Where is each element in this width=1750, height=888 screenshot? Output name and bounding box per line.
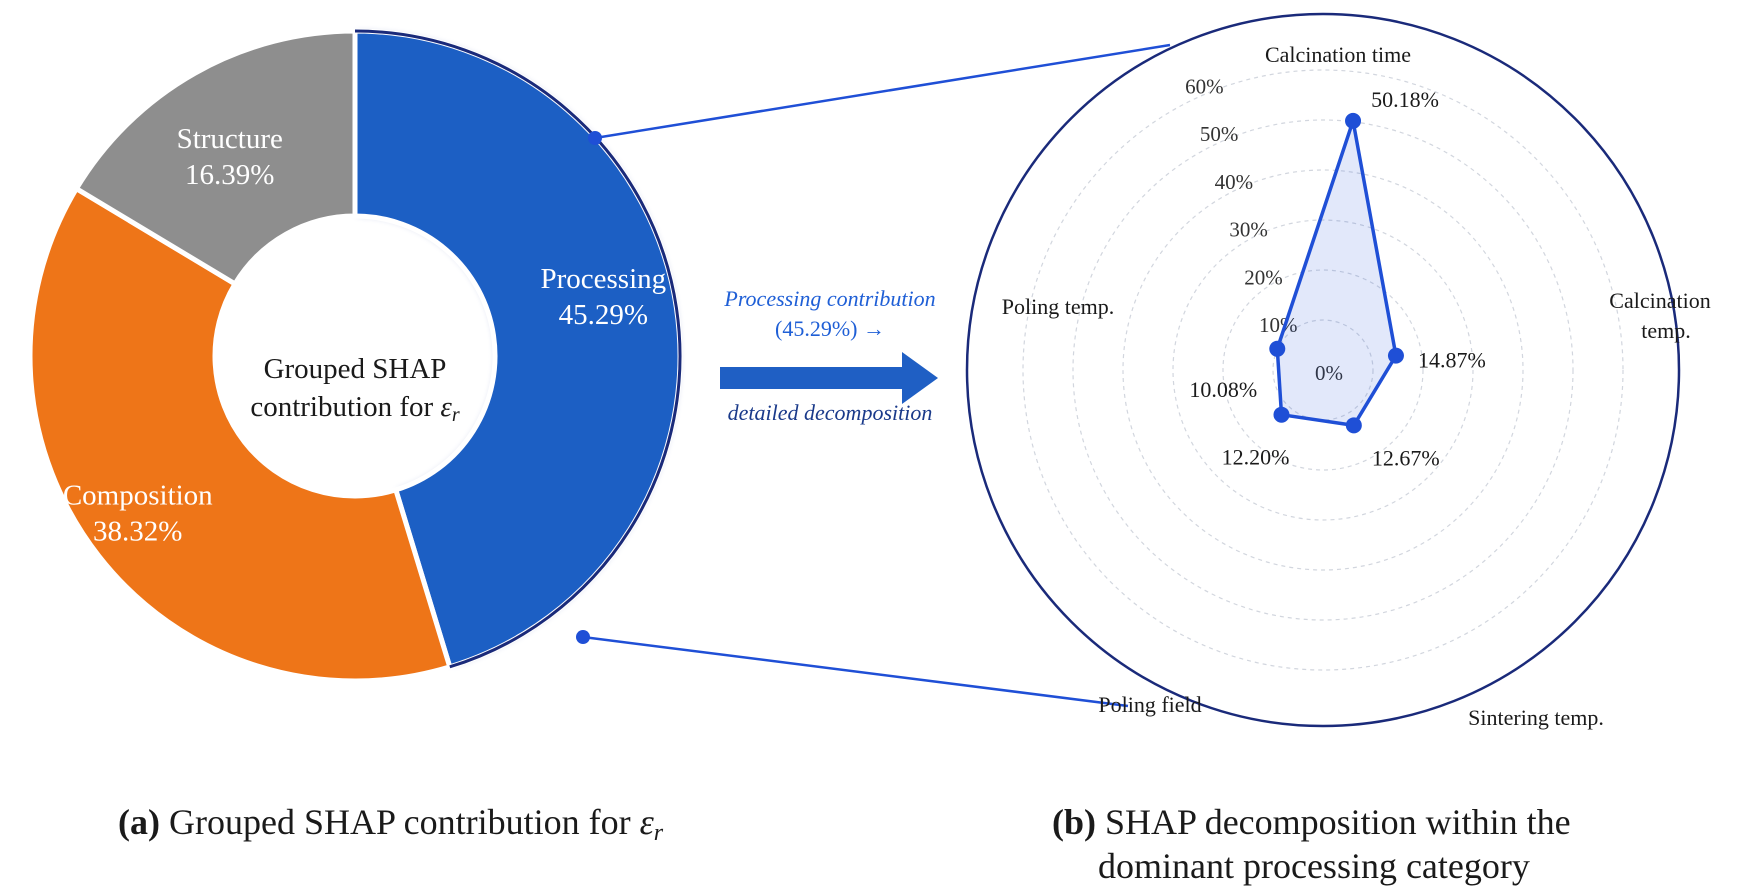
donut-center-line2: contribution for εr <box>250 391 460 426</box>
radar-point-poling-field <box>1273 406 1290 423</box>
flow-text-processing-contribution: Processing contribution <box>724 286 936 311</box>
label-composition: Composition <box>63 480 213 512</box>
caption-a-subscript: r <box>653 820 664 846</box>
donut-chart: Structure 16.39% Processing 45.29% Compositi… <box>27 28 683 684</box>
slice-structure <box>72 28 358 288</box>
processing-slice-outline <box>354 29 682 669</box>
radar-axis-label-calcination-temp: Calcination <box>1609 288 1710 313</box>
label-structure: Structure <box>177 123 283 155</box>
connector-dot-top <box>588 131 602 145</box>
radar-outer-circle <box>965 12 1681 728</box>
radar-value-calcination-temp: 14.87% <box>1418 348 1486 373</box>
caption-b-line2: dominant processing category <box>1098 846 1530 886</box>
radar-point-sintering-temp <box>1345 417 1362 434</box>
radar-axis-label-calcination-time: Calcination time <box>1265 42 1411 67</box>
caption-b-tag: (b) <box>1052 802 1096 842</box>
radar-value-calcination-time: 50.18% <box>1371 87 1439 112</box>
caption-a: (a) Grouped SHAP contribution for εr <box>118 800 664 846</box>
connector-bottom <box>582 635 1129 708</box>
radar-tick-label: 20% <box>1244 265 1283 289</box>
value-structure: 16.39% <box>185 159 274 191</box>
radar-tick-label: 50% <box>1200 122 1239 146</box>
radar-data-polygon <box>1275 119 1398 428</box>
connector-dot-bottom <box>576 630 590 644</box>
radar-axis-label-calcination-temp-line2: temp. <box>1641 318 1691 343</box>
caption-a-tag: (a) <box>118 802 160 842</box>
donut-center-line1: Grouped SHAP <box>263 353 447 385</box>
radar-tick-label: 10% <box>1259 313 1298 337</box>
label-processing: Processing <box>540 263 666 295</box>
caption-a-text: Grouped SHAP contribution for <box>168 802 631 842</box>
radar-point-calcination-time <box>1345 112 1362 129</box>
radar-point-calcination-temp <box>1387 347 1404 364</box>
donut-center-label: Grouped SHAP contribution for εr <box>210 350 500 426</box>
radar-grid-ring <box>1222 269 1424 471</box>
flow-text-detailed-decomposition: detailed decomposition <box>727 400 933 425</box>
zoom-connectors <box>576 43 1171 708</box>
caption-a-symbol: ε <box>639 802 654 842</box>
radar-grid-ring <box>1172 219 1474 521</box>
radar-tick-label: 30% <box>1229 218 1268 242</box>
radar-tick-label: 0% <box>1315 361 1343 385</box>
flow-arrow-head <box>902 352 938 404</box>
radar-chart: 0% 10% 20% 30% 40% 50% 60% 50.18% 14.87% 12.67% 12… <box>965 12 1711 730</box>
radar-axis-label-sintering-temp: Sintering temp. <box>1468 705 1604 730</box>
radar-grid-ring <box>1122 169 1524 571</box>
value-composition: 38.32% <box>93 516 182 548</box>
radar-value-sintering-temp: 12.67% <box>1372 445 1440 470</box>
radar-value-poling-temp: 10.08% <box>1189 377 1257 402</box>
radar-axis-label-poling-temp: Poling temp. <box>1002 294 1114 319</box>
radar-grid-ring <box>1022 69 1624 671</box>
radar-tick-label: 40% <box>1215 170 1254 194</box>
flow-arrow <box>720 352 938 404</box>
flow-text-percentage: (45.29%) → <box>775 316 885 341</box>
radar-grid-ring <box>1272 319 1374 421</box>
connector-top <box>594 43 1171 140</box>
slice-composition <box>27 185 453 684</box>
radar-axis-label-poling-field: Poling field <box>1098 692 1201 717</box>
flow-arrow-shaft <box>720 367 902 389</box>
caption-b: (b) SHAP decomposition within the domina… <box>1052 800 1571 888</box>
radar-point-poling-temp <box>1269 340 1286 357</box>
radar-value-poling-field: 12.20% <box>1222 445 1290 470</box>
radar-grid-ring <box>1072 119 1574 621</box>
value-processing: 45.29% <box>559 299 648 331</box>
radar-tick-label: 60% <box>1185 74 1224 98</box>
caption-b-line1: SHAP decomposition within the <box>1105 802 1571 842</box>
